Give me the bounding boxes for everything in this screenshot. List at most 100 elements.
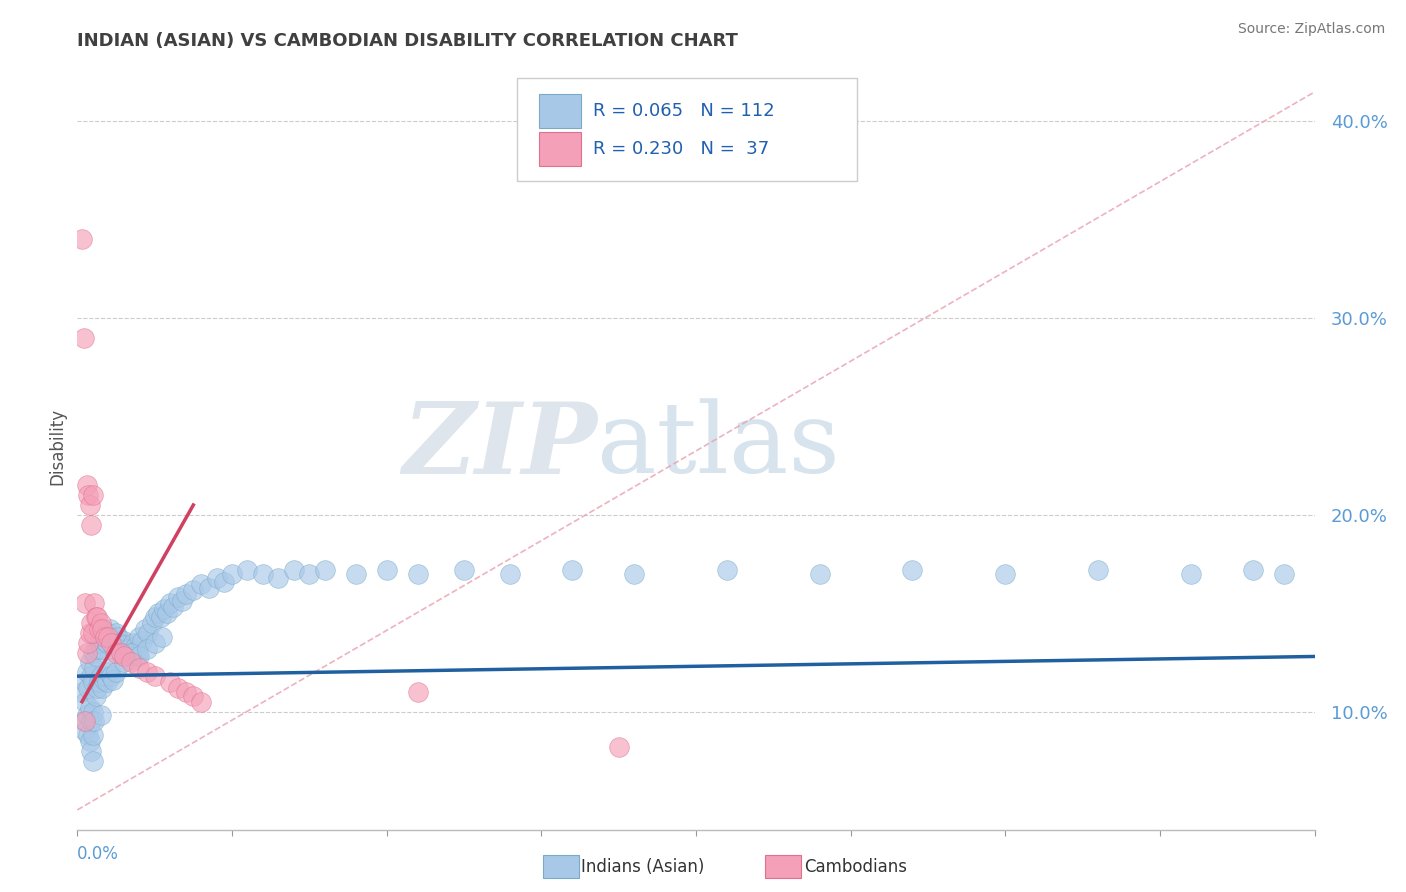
FancyBboxPatch shape <box>538 132 581 166</box>
Point <box>716 563 738 577</box>
Point <box>453 563 475 577</box>
Point <box>87 622 110 636</box>
Point <box>75 596 96 610</box>
Point <box>623 566 645 581</box>
Text: 0.0%: 0.0% <box>77 845 120 863</box>
Text: ZIP: ZIP <box>402 398 598 494</box>
Point <box>94 630 117 644</box>
Point <box>143 610 166 624</box>
Text: atlas: atlas <box>598 398 839 494</box>
Point <box>122 636 145 650</box>
Point <box>125 643 148 657</box>
Point <box>167 591 190 605</box>
Point <box>75 695 96 709</box>
Text: Cambodians: Cambodians <box>804 858 907 876</box>
Point <box>607 739 630 754</box>
Point <box>499 566 522 581</box>
Point <box>138 625 160 640</box>
Point <box>1272 566 1295 581</box>
Point <box>76 665 98 680</box>
Point <box>236 563 259 577</box>
Point <box>91 622 114 636</box>
Point <box>103 641 125 656</box>
Point <box>97 665 120 680</box>
Y-axis label: Disability: Disability <box>48 408 66 484</box>
Point <box>90 630 111 644</box>
Point <box>183 582 205 597</box>
Point <box>105 646 127 660</box>
Point <box>77 636 100 650</box>
Point <box>128 661 150 675</box>
Point <box>406 566 429 581</box>
Point <box>90 615 111 630</box>
Point <box>174 586 197 600</box>
Point <box>82 488 104 502</box>
Text: R = 0.065   N = 112: R = 0.065 N = 112 <box>593 102 775 120</box>
Point <box>80 669 103 683</box>
Point <box>100 630 122 644</box>
Point <box>134 622 156 636</box>
FancyBboxPatch shape <box>516 78 856 181</box>
Point <box>114 638 136 652</box>
Point <box>82 754 104 768</box>
Point <box>86 681 108 695</box>
Point <box>183 689 205 703</box>
Point <box>344 566 367 581</box>
Point <box>82 728 104 742</box>
Point <box>96 675 118 690</box>
Point <box>77 728 100 742</box>
Point <box>561 563 583 577</box>
Point <box>98 622 121 636</box>
Point <box>121 656 143 670</box>
Point <box>82 646 104 660</box>
Point <box>84 649 107 664</box>
Point <box>131 633 153 648</box>
Point <box>75 714 96 729</box>
Point <box>84 689 107 703</box>
Point <box>159 596 181 610</box>
Point <box>111 646 134 660</box>
Point <box>121 653 143 667</box>
Point <box>115 641 138 656</box>
Point <box>84 610 107 624</box>
Point <box>83 714 105 729</box>
Point <box>146 606 169 620</box>
Point <box>167 681 190 695</box>
Point <box>82 705 104 719</box>
Point <box>70 232 93 246</box>
Point <box>97 625 120 640</box>
Point <box>83 661 105 675</box>
Point <box>98 661 121 675</box>
Point <box>112 649 135 664</box>
Point <box>79 656 101 670</box>
Point <box>101 633 124 648</box>
Point <box>143 636 166 650</box>
Point <box>808 566 831 581</box>
Point <box>136 665 159 680</box>
Point <box>314 563 336 577</box>
Point <box>127 648 149 662</box>
Point <box>72 714 94 729</box>
Point <box>80 615 103 630</box>
Point <box>172 594 194 608</box>
Point <box>100 636 122 650</box>
Point <box>72 331 94 345</box>
Point <box>105 625 127 640</box>
Point <box>77 488 100 502</box>
Point <box>190 576 212 591</box>
Point <box>108 636 131 650</box>
Point <box>162 600 184 615</box>
Point <box>375 563 398 577</box>
Point <box>252 566 274 581</box>
Point <box>152 630 174 644</box>
Point <box>91 681 114 695</box>
Point <box>97 630 120 644</box>
Point <box>406 685 429 699</box>
Point <box>79 734 101 748</box>
Point <box>198 581 221 595</box>
Point <box>141 615 163 630</box>
Point <box>70 685 93 699</box>
Point <box>128 649 150 664</box>
Point <box>298 566 321 581</box>
Point <box>901 563 924 577</box>
